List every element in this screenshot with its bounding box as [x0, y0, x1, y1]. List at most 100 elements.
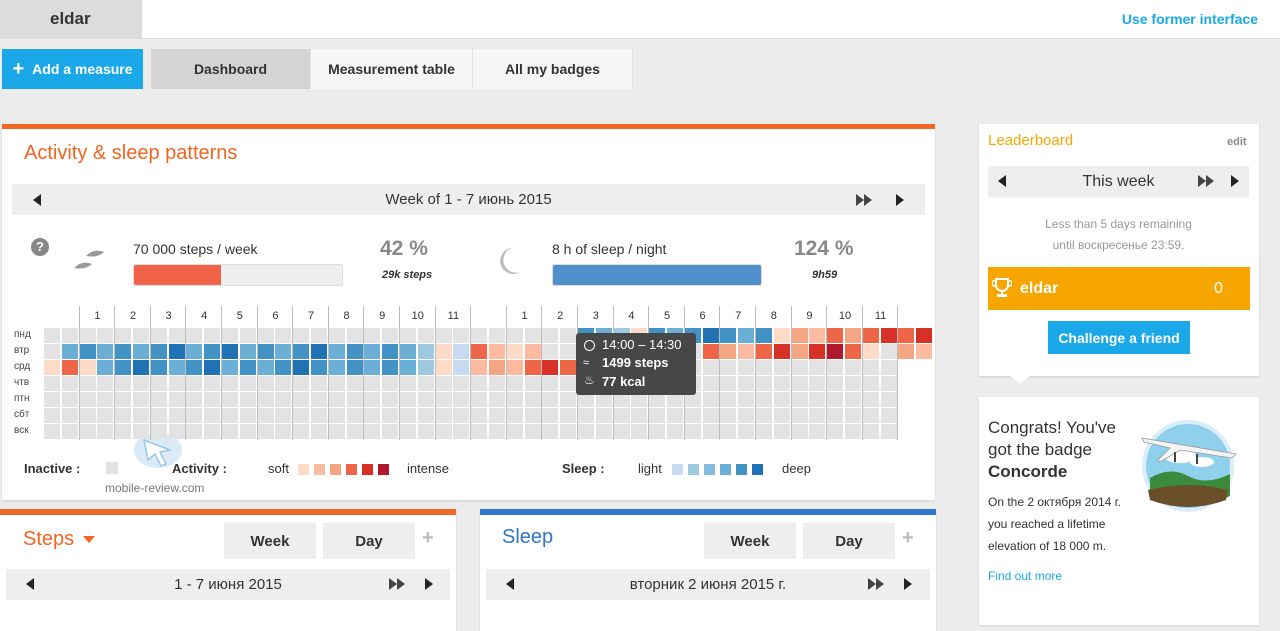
heatmap-cell[interactable]: [186, 392, 203, 407]
heatmap-cell[interactable]: [168, 328, 185, 343]
heatmap-cell[interactable]: [756, 392, 772, 407]
heatmap-cell[interactable]: [168, 376, 185, 391]
heatmap-cell[interactable]: [898, 344, 915, 359]
heatmap-cell[interactable]: [738, 360, 755, 375]
heatmap-cell[interactable]: [560, 408, 577, 423]
heatmap-cell[interactable]: [400, 408, 416, 423]
sleep-add-icon[interactable]: +: [902, 527, 914, 549]
heatmap-cell[interactable]: [186, 424, 203, 439]
heatmap-cell[interactable]: [702, 392, 719, 407]
heatmap-cell[interactable]: [204, 424, 221, 439]
heatmap-cell[interactable]: [328, 376, 345, 391]
heatmap-cell[interactable]: [720, 328, 737, 343]
heatmap-cell[interactable]: [382, 376, 399, 391]
heatmap-cell[interactable]: [239, 360, 256, 375]
heatmap-cell[interactable]: [809, 360, 826, 375]
heatmap-cell[interactable]: [133, 392, 149, 407]
heatmap-cell[interactable]: [773, 408, 790, 423]
heatmap-cell[interactable]: [328, 328, 345, 343]
heatmap-cell[interactable]: [827, 424, 844, 439]
heatmap-cell[interactable]: [773, 376, 790, 391]
heatmap-cell[interactable]: [400, 424, 416, 439]
heatmap-cell[interactable]: [222, 344, 238, 359]
heatmap-cell[interactable]: [346, 408, 363, 423]
heatmap-cell[interactable]: [489, 360, 505, 375]
heatmap-cell[interactable]: [97, 424, 114, 439]
heatmap-cell[interactable]: [524, 344, 541, 359]
heatmap-cell[interactable]: [150, 328, 167, 343]
heatmap-cell[interactable]: [382, 360, 399, 375]
heatmap-cell[interactable]: [773, 392, 790, 407]
question-icon[interactable]: ?: [31, 238, 49, 256]
heatmap-cell[interactable]: [346, 424, 363, 439]
heatmap-cell[interactable]: [115, 344, 132, 359]
fast-forward-icon[interactable]: [856, 194, 872, 206]
heatmap-cell[interactable]: [898, 328, 915, 343]
heatmap-cell[interactable]: [275, 360, 292, 375]
heatmap-cell[interactable]: [613, 424, 630, 439]
heatmap-cell[interactable]: [756, 328, 772, 343]
heatmap-cell[interactable]: [916, 328, 933, 343]
heatmap-cell[interactable]: [97, 344, 114, 359]
heatmap-cell[interactable]: [311, 424, 327, 439]
arrow-right-icon[interactable]: [425, 578, 433, 590]
heatmap-cell[interactable]: [44, 344, 60, 359]
heatmap-cell[interactable]: [311, 392, 327, 407]
heatmap-cell[interactable]: [524, 408, 541, 423]
heatmap-cell[interactable]: [239, 408, 256, 423]
heatmap-cell[interactable]: [738, 424, 755, 439]
heatmap-cell[interactable]: [257, 424, 274, 439]
heatmap-cell[interactable]: [61, 424, 78, 439]
heatmap-cell[interactable]: [346, 392, 363, 407]
heatmap-cell[interactable]: [168, 344, 185, 359]
former-interface-link[interactable]: Use former interface: [1121, 11, 1258, 27]
heatmap-cell[interactable]: [684, 424, 701, 439]
heatmap-cell[interactable]: [275, 392, 292, 407]
heatmap-cell[interactable]: [524, 376, 541, 391]
heatmap-cell[interactable]: [862, 392, 879, 407]
heatmap-cell[interactable]: [702, 408, 719, 423]
heatmap-cell[interactable]: [435, 408, 452, 423]
heatmap-cell[interactable]: [453, 408, 470, 423]
heatmap-cell[interactable]: [506, 360, 523, 375]
heatmap-cell[interactable]: [97, 328, 114, 343]
heatmap-cell[interactable]: [168, 392, 185, 407]
heatmap-cell[interactable]: [702, 424, 719, 439]
heatmap-cell[interactable]: [738, 408, 755, 423]
arrow-left-icon[interactable]: [998, 175, 1006, 187]
heatmap-cell[interactable]: [506, 376, 523, 391]
heatmap-cell[interactable]: [44, 408, 60, 423]
heatmap-cell[interactable]: [293, 328, 310, 343]
heatmap-cell[interactable]: [61, 408, 78, 423]
heatmap-cell[interactable]: [667, 392, 683, 407]
heatmap-cell[interactable]: [364, 376, 381, 391]
sleep-day-tab[interactable]: Day: [803, 523, 895, 559]
heatmap-cell[interactable]: [471, 344, 488, 359]
heatmap-cell[interactable]: [417, 424, 434, 439]
heatmap-cell[interactable]: [880, 328, 897, 343]
heatmap-cell[interactable]: [168, 360, 185, 375]
heatmap-cell[interactable]: [542, 376, 559, 391]
heatmap-cell[interactable]: [845, 344, 861, 359]
heatmap-cell[interactable]: [845, 424, 861, 439]
heatmap-cell[interactable]: [275, 328, 292, 343]
heatmap-cell[interactable]: [61, 392, 78, 407]
heatmap-cell[interactable]: [400, 392, 416, 407]
heatmap-cell[interactable]: [773, 424, 790, 439]
heatmap-cell[interactable]: [542, 424, 559, 439]
heatmap-cell[interactable]: [809, 328, 826, 343]
heatmap-cell[interactable]: [79, 328, 96, 343]
heatmap-cell[interactable]: [435, 328, 452, 343]
heatmap-cell[interactable]: [364, 344, 381, 359]
heatmap-cell[interactable]: [79, 424, 96, 439]
heatmap-cell[interactable]: [809, 408, 826, 423]
heatmap-cell[interactable]: [756, 408, 772, 423]
heatmap-cell[interactable]: [44, 424, 60, 439]
heatmap-cell[interactable]: [61, 376, 78, 391]
heatmap-cell[interactable]: [560, 376, 577, 391]
heatmap-cell[interactable]: [916, 344, 933, 359]
heatmap-cell[interactable]: [862, 344, 879, 359]
leaderboard-edit[interactable]: edit: [1227, 136, 1247, 148]
heatmap-cell[interactable]: [257, 328, 274, 343]
heatmap-cell[interactable]: [275, 376, 292, 391]
